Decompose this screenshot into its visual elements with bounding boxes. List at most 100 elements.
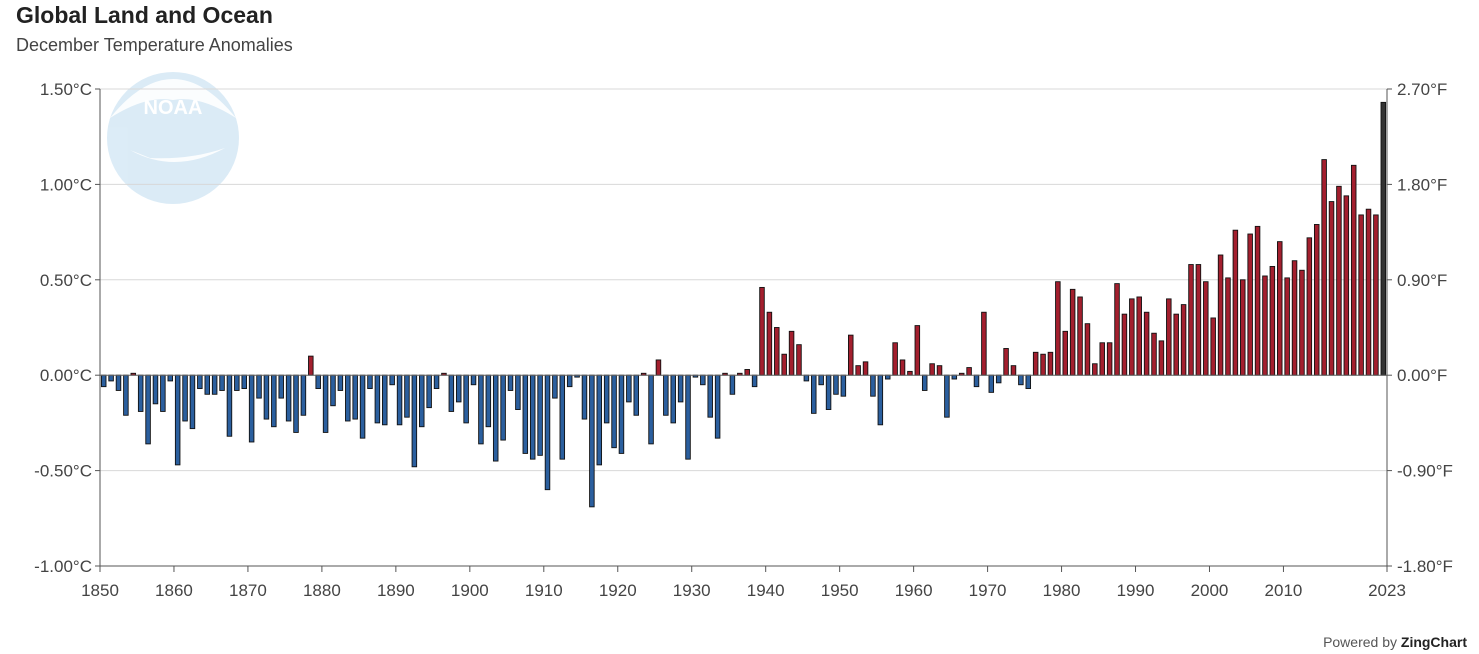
bar-1959[interactable]: 1959: 0.02°C <box>907 370 913 376</box>
bar-1879[interactable]: 1879: -0.07°C <box>315 374 321 390</box>
bar-1975[interactable]: 1975: -0.07°C <box>1025 374 1032 390</box>
bar-1998[interactable]: 1998: 0.58°C <box>1195 264 1202 376</box>
bar-1941[interactable]: 1941: 0.25°C <box>774 327 780 376</box>
bar-1943[interactable]: 1943: 0.23°C <box>788 330 795 376</box>
bar-1891[interactable]: 1891: -0.22°C <box>404 374 410 418</box>
bar-2014[interactable]: 2014: 0.79°C <box>1313 224 1320 376</box>
bar-1905[interactable]: 1905: -0.08°C <box>507 374 514 391</box>
bar-1919[interactable]: 1919: -0.38°C <box>611 374 617 449</box>
bar-2015[interactable]: 2015: 1.13°C <box>1321 159 1327 376</box>
bar-1875[interactable]: 1875: -0.24°C <box>285 374 292 422</box>
bar-1898[interactable]: 1898: -0.14°C <box>455 374 462 403</box>
bar-1865[interactable]: 1865: -0.10°C <box>211 374 218 395</box>
bar-1861[interactable]: 1861: -0.24°C <box>182 374 188 422</box>
bar-1918[interactable]: 1918: -0.25°C <box>603 374 610 424</box>
bar-1911[interactable]: 1911: -0.12°C <box>552 374 558 399</box>
bar-1884[interactable]: 1884: -0.23°C <box>352 374 358 420</box>
bar-2023[interactable]: 2023: 1.43°C <box>1380 101 1387 376</box>
bar-1991[interactable]: 1991: 0.33°C <box>1143 311 1150 376</box>
bar-1995[interactable]: 1995: 0.32°C <box>1173 313 1179 376</box>
bar-1916[interactable]: 1916: -0.69°C <box>589 374 595 508</box>
bar-1940[interactable]: 1940: 0.33°C <box>766 311 773 376</box>
bar-1877[interactable]: 1877: -0.21°C <box>300 374 307 416</box>
bar-1968[interactable]: 1968: -0.06°C <box>973 374 980 388</box>
bar-1985[interactable]: 1985: 0.17°C <box>1099 342 1105 376</box>
bar-1912[interactable]: 1912: -0.44°C <box>559 374 566 460</box>
bar-1893[interactable]: 1893: -0.27°C <box>419 374 425 428</box>
bar-1874[interactable]: 1874: -0.12°C <box>278 374 284 399</box>
bar-1957[interactable]: 1957: 0.17°C <box>892 342 898 376</box>
bar-2000[interactable]: 2000: 0.30°C <box>1210 317 1216 376</box>
bar-1996[interactable]: 1996: 0.37°C <box>1180 304 1187 376</box>
bar-1858[interactable]: 1858: -0.19°C <box>160 374 166 412</box>
bar-1881[interactable]: 1881: -0.16°C <box>330 374 336 407</box>
bar-1928[interactable]: 1928: -0.14°C <box>677 374 684 403</box>
bar-1852[interactable]: 1852: -0.08°C <box>115 374 122 391</box>
bar-1888[interactable]: 1888: -0.26°C <box>382 374 388 426</box>
bar-1883[interactable]: 1883: -0.24°C <box>345 374 351 422</box>
bar-1963[interactable]: 1963: 0.05°C <box>936 365 943 376</box>
bar-1901[interactable]: 1901: -0.36°C <box>478 374 484 445</box>
bar-1851[interactable]: 1851: -0.03°C <box>108 374 114 382</box>
bar-2003[interactable]: 2003: 0.76°C <box>1232 229 1239 376</box>
bar-1979[interactable]: 1979: 0.49°C <box>1055 281 1061 376</box>
bar-1910[interactable]: 1910: -0.60°C <box>544 374 551 491</box>
bar-1926[interactable]: 1926: -0.21°C <box>663 374 669 416</box>
bar-1974[interactable]: 1974: -0.05°C <box>1018 374 1024 386</box>
bar-1986[interactable]: 1986: 0.17°C <box>1106 342 1113 376</box>
bar-2022[interactable]: 2022: 0.84°C <box>1373 214 1379 376</box>
bar-1997[interactable]: 1997: 0.58°C <box>1188 264 1194 376</box>
bar-1978[interactable]: 1978: 0.12°C <box>1047 351 1054 376</box>
bar-2004[interactable]: 2004: 0.50°C <box>1240 279 1246 376</box>
bar-1937[interactable]: 1937: 0.03°C <box>744 369 750 376</box>
bar-1945[interactable]: 1945: -0.03°C <box>803 374 810 382</box>
bar-1889[interactable]: 1889: -0.05°C <box>389 374 395 386</box>
bar-1871[interactable]: 1871: -0.12°C <box>256 374 262 399</box>
bar-1958[interactable]: 1958: 0.08°C <box>899 359 906 376</box>
bar-1976[interactable]: 1976: 0.12°C <box>1032 351 1039 376</box>
bar-2007[interactable]: 2007: 0.52°C <box>1262 275 1268 376</box>
bar-1981[interactable]: 1981: 0.45°C <box>1069 288 1076 376</box>
bar-1929[interactable]: 1929: -0.44°C <box>685 374 691 460</box>
bar-1899[interactable]: 1899: -0.25°C <box>463 374 469 424</box>
bar-2008[interactable]: 2008: 0.57°C <box>1269 265 1276 376</box>
bar-1878[interactable]: 1878: 0.10°C <box>308 355 314 376</box>
bar-1961[interactable]: 1961: -0.08°C <box>921 374 928 391</box>
bar-2013[interactable]: 2013: 0.72°C <box>1306 237 1313 376</box>
bar-1989[interactable]: 1989: 0.40°C <box>1129 298 1135 376</box>
bar-2017[interactable]: 2017: 0.99°C <box>1336 185 1342 376</box>
bar-1900[interactable]: 1900: -0.05°C <box>470 374 477 386</box>
bar-1904[interactable]: 1904: -0.34°C <box>500 374 506 441</box>
bar-2018[interactable]: 2018: 0.94°C <box>1343 195 1350 376</box>
bar-1902[interactable]: 1902: -0.27°C <box>485 374 492 428</box>
bar-1870[interactable]: 1870: -0.35°C <box>248 374 255 443</box>
bar-1876[interactable]: 1876: -0.30°C <box>293 374 299 433</box>
bar-1946[interactable]: 1946: -0.20°C <box>811 374 817 414</box>
bar-1885[interactable]: 1885: -0.33°C <box>359 374 366 439</box>
bar-1856[interactable]: 1856: -0.36°C <box>145 374 151 445</box>
bar-2020[interactable]: 2020: 0.84°C <box>1358 214 1364 376</box>
bar-1938[interactable]: 1938: -0.06°C <box>751 374 758 388</box>
bar-1869[interactable]: 1869: -0.07°C <box>241 374 247 390</box>
bar-1942[interactable]: 1942: 0.11°C <box>781 353 787 376</box>
bar-1984[interactable]: 1984: 0.06°C <box>1092 363 1098 376</box>
bar-1960[interactable]: 1960: 0.26°C <box>914 325 921 376</box>
bar-1872[interactable]: 1872: -0.23°C <box>263 374 270 420</box>
bar-2002[interactable]: 2002: 0.51°C <box>1225 277 1231 376</box>
bar-1988[interactable]: 1988: 0.32°C <box>1121 313 1128 376</box>
bar-1882[interactable]: 1882: -0.08°C <box>337 374 344 391</box>
bar-1955[interactable]: 1955: -0.26°C <box>877 374 884 426</box>
bar-1892[interactable]: 1892: -0.48°C <box>411 374 418 468</box>
bar-1962[interactable]: 1962: 0.06°C <box>929 363 935 376</box>
bar-1866[interactable]: 1866: -0.08°C <box>219 374 225 391</box>
bar-1992[interactable]: 1992: 0.22°C <box>1151 332 1157 376</box>
bar-1977[interactable]: 1977: 0.11°C <box>1040 353 1046 376</box>
bar-1949[interactable]: 1949: -0.10°C <box>833 374 839 395</box>
bar-2016[interactable]: 2016: 0.91°C <box>1328 201 1335 376</box>
bar-1935[interactable]: 1935: -0.10°C <box>729 374 736 395</box>
bar-2011[interactable]: 2011: 0.60°C <box>1291 260 1298 376</box>
bar-2006[interactable]: 2006: 0.78°C <box>1254 225 1261 376</box>
bar-1886[interactable]: 1886: -0.07°C <box>367 374 373 390</box>
bar-1908[interactable]: 1908: -0.44°C <box>529 374 536 460</box>
